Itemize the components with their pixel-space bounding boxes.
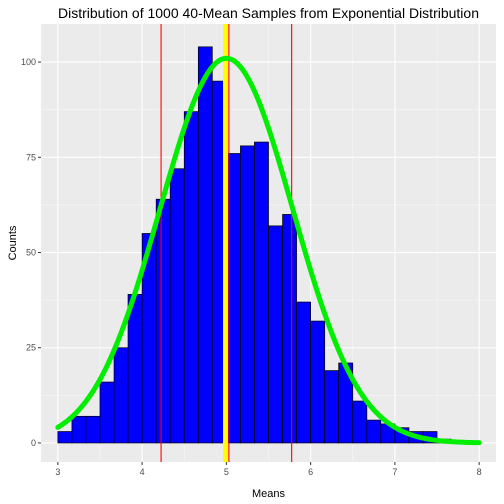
x-axis-title: Means [252,488,286,500]
y-tick-label: 50 [26,248,36,258]
normal-curve-line [55,55,482,446]
x-tick-label: 4 [140,467,145,477]
x-axis: 3 4 5 6 7 8 [55,462,482,477]
y-tick-label: 75 [26,152,36,162]
x-tick-label: 8 [477,467,482,477]
x-tick-label: 5 [224,467,229,477]
histogram-bar [197,46,213,444]
chart-title: Distribution of 1000 40-Mean Samples fro… [58,5,479,21]
histogram-bar [113,347,129,444]
histogram-bars [57,46,452,444]
x-tick-label: 3 [55,467,60,477]
y-axis: 0 25 50 75 100 [21,57,41,448]
histogram-bar [85,415,101,444]
histogram-bar [324,370,340,444]
histogram-bar [183,111,199,444]
histogram-bar [254,141,269,444]
y-axis-title: Counts [7,225,19,260]
x-tick-label: 7 [392,467,397,477]
x-tick-label: 6 [308,467,313,477]
histogram-bar [240,145,255,444]
histogram-bar [155,198,171,444]
histogram-bar [310,320,326,444]
histogram-bar [99,381,115,444]
histogram-bar [127,294,143,444]
y-tick-label: 100 [21,57,36,67]
reference-lines [160,24,293,462]
histogram-bar [366,419,382,444]
histogram-bar [282,214,297,444]
histogram-bar [352,400,368,444]
histogram-bar [57,431,73,444]
histogram-bar [296,301,311,444]
normal-curve [55,55,482,446]
histogram-bar [169,168,185,444]
histogram-bar [71,415,87,444]
y-tick-label: 0 [31,438,36,448]
y-tick-label: 25 [26,343,36,353]
histogram-bar [268,225,283,444]
